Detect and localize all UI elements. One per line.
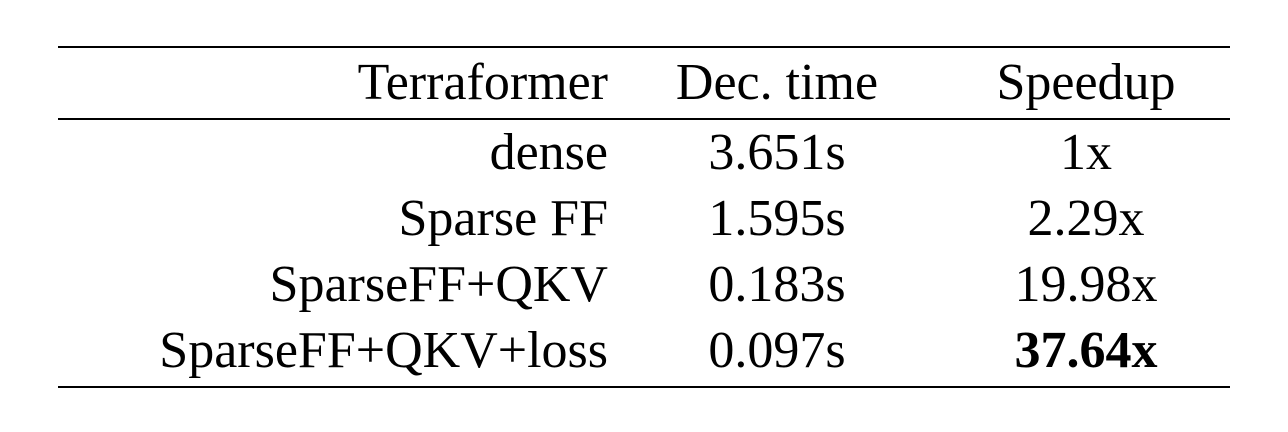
cell-dec-time: 0.097s	[708, 322, 846, 379]
cell-speedup: 2.29x	[1027, 190, 1145, 247]
cell-model: Sparse FF	[398, 190, 608, 247]
table-row: Sparse FF 1.595s 2.29x	[58, 186, 1230, 252]
header-speedup: Speedup	[996, 54, 1176, 111]
cell-speedup-best: 37.64x	[1014, 322, 1158, 379]
table-body: dense 3.651s 1x Sparse FF 1.595s 2.29x S…	[58, 119, 1230, 387]
results-table-container: Terraformer Dec. time Speedup dense 3.65…	[58, 46, 1230, 388]
results-table: Terraformer Dec. time Speedup dense 3.65…	[58, 46, 1230, 388]
cell-model: dense	[489, 124, 608, 181]
table-row: SparseFF+QKV+loss 0.097s 37.64x	[58, 318, 1230, 387]
table-header: Terraformer Dec. time Speedup	[58, 47, 1230, 119]
cell-speedup: 19.98x	[1014, 256, 1158, 313]
cell-dec-time: 1.595s	[708, 190, 846, 247]
cell-speedup: 1x	[1060, 124, 1112, 181]
cell-dec-time: 0.183s	[708, 256, 846, 313]
table-row: dense 3.651s 1x	[58, 119, 1230, 186]
header-dec-time: Dec. time	[675, 54, 879, 111]
cell-dec-time: 3.651s	[708, 124, 846, 181]
header-terraformer: Terraformer	[357, 54, 608, 111]
cell-model: SparseFF+QKV	[269, 256, 608, 313]
cell-model: SparseFF+QKV+loss	[159, 322, 608, 379]
header-row: Terraformer Dec. time Speedup	[58, 47, 1230, 119]
table-row: SparseFF+QKV 0.183s 19.98x	[58, 252, 1230, 318]
